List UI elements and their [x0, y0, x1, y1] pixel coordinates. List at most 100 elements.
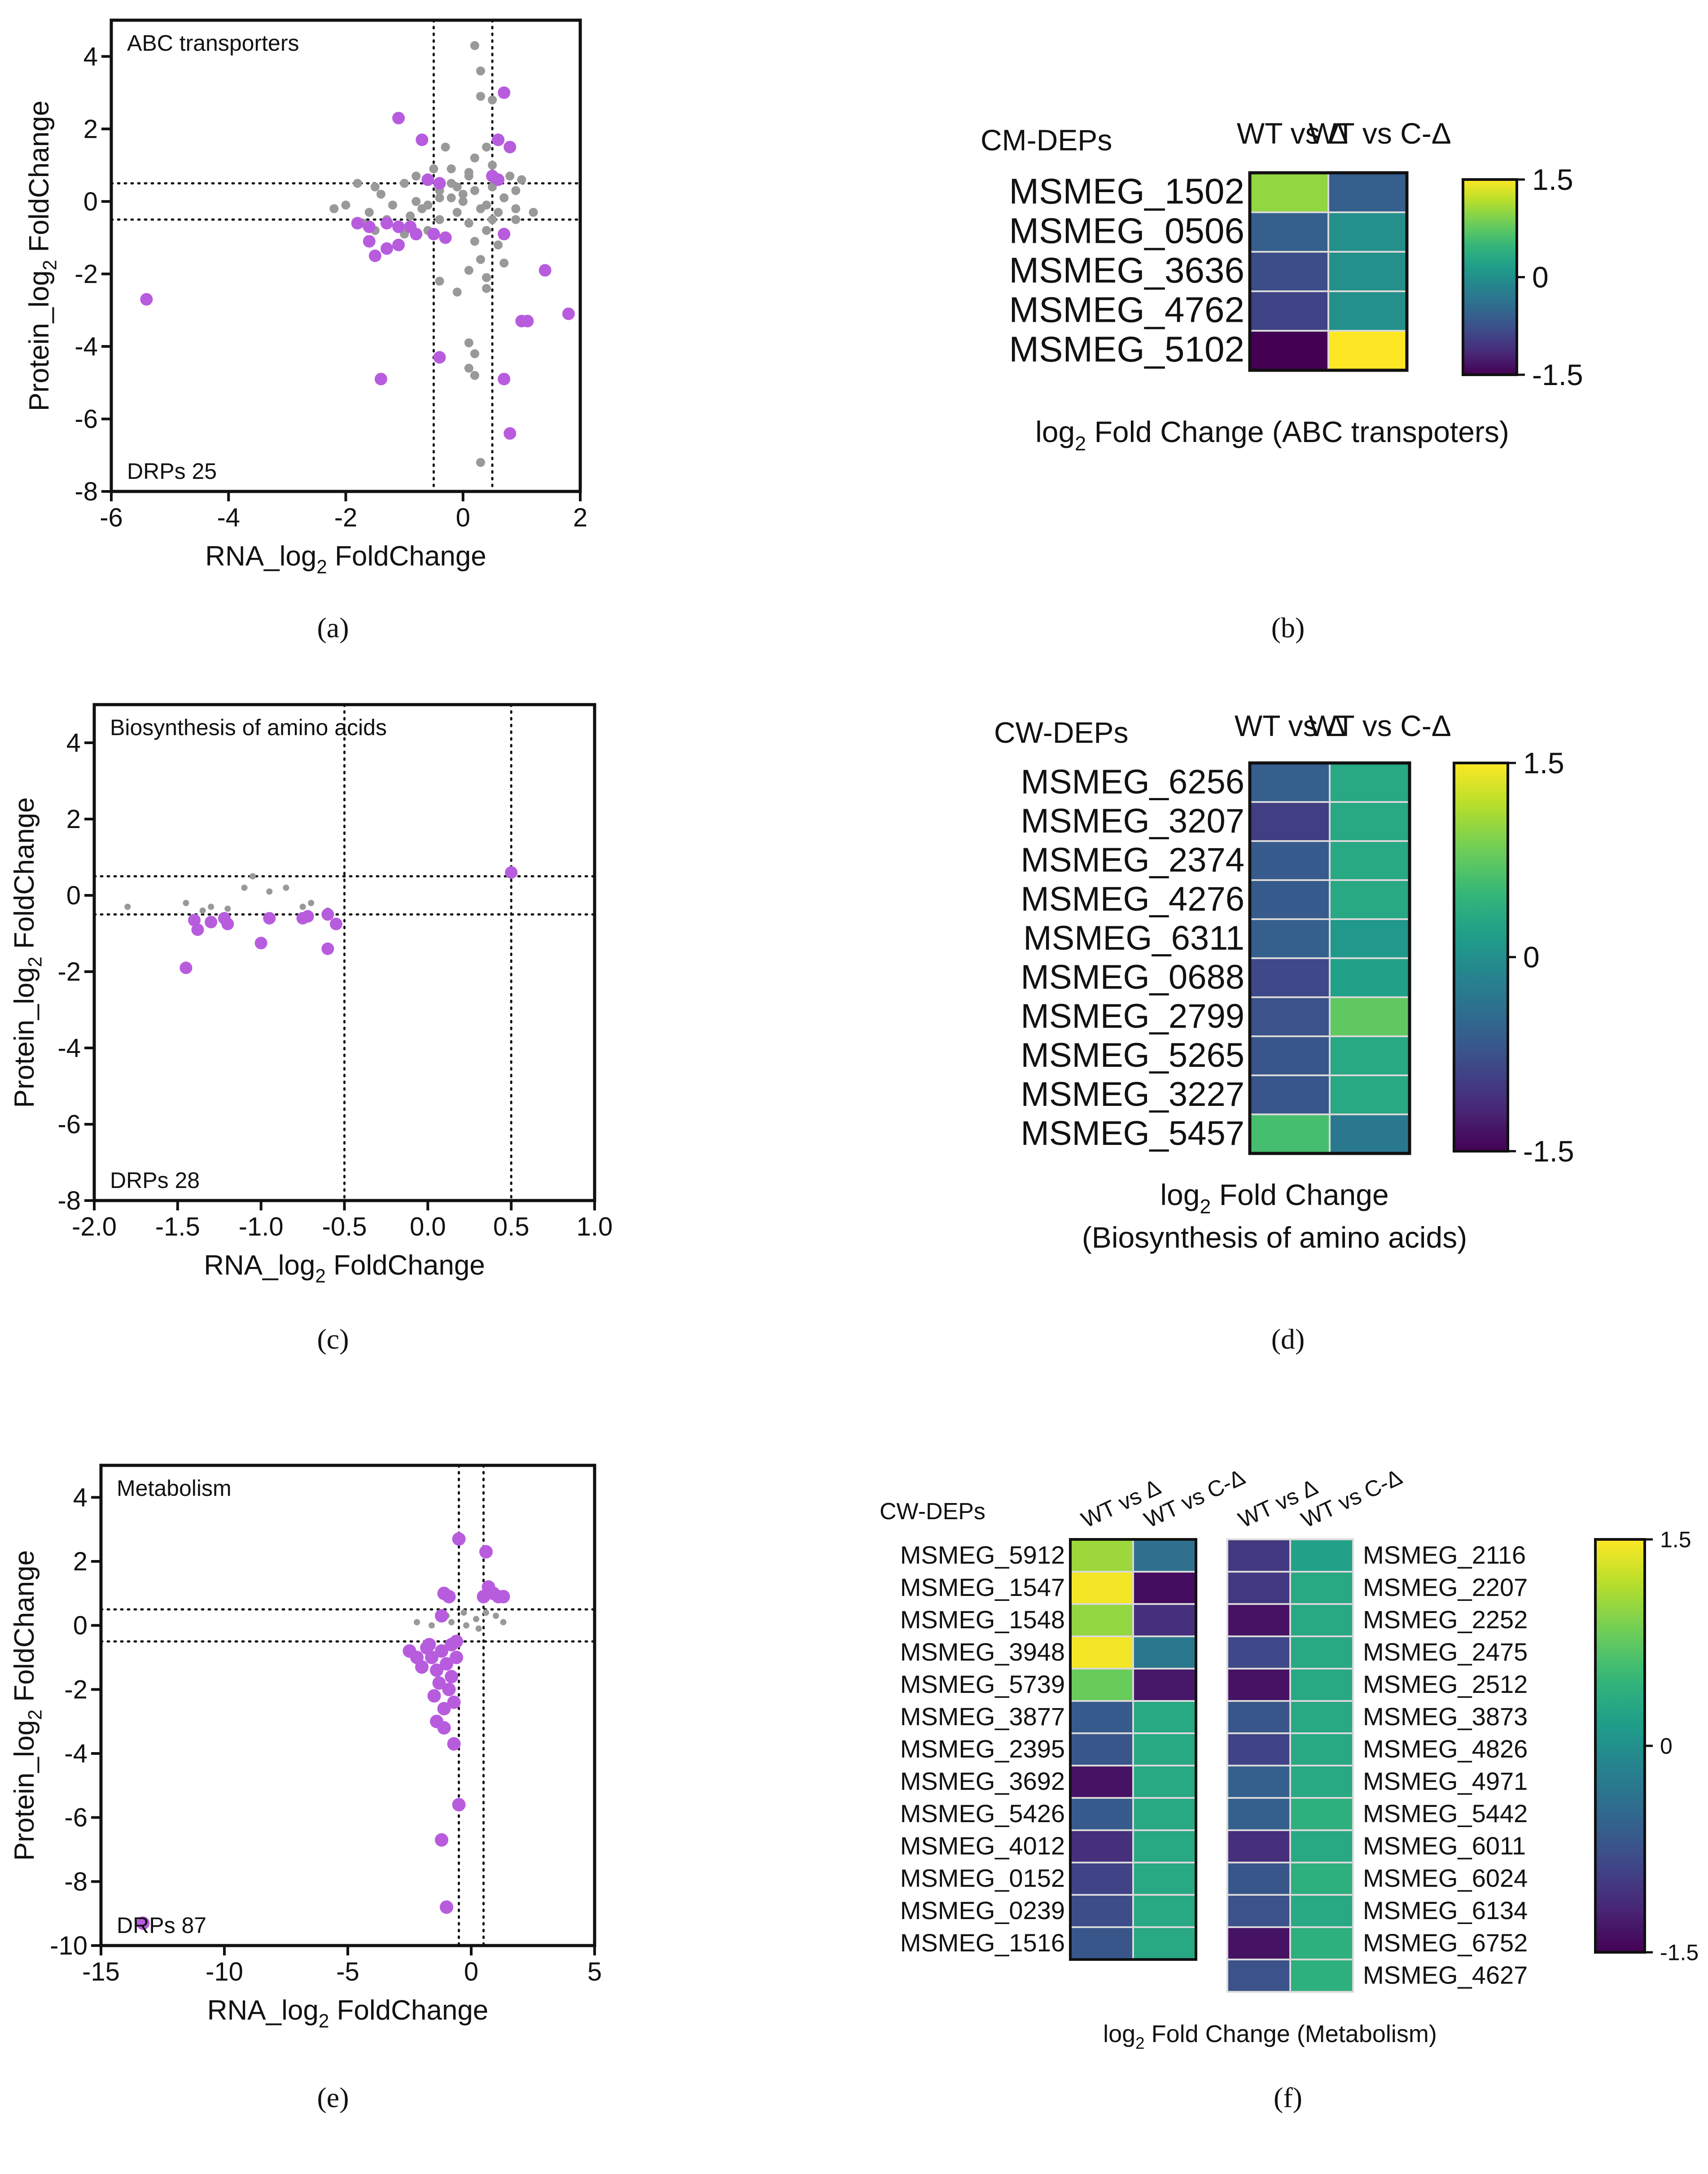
data-point-other — [482, 226, 491, 235]
data-point-drp — [492, 173, 505, 186]
x-tick-label: 0 — [464, 1957, 478, 1986]
data-point-drp — [492, 133, 505, 146]
data-point-drp — [188, 914, 201, 927]
heatmap-column-label: WT vs Δ — [1235, 709, 1346, 742]
heatmap-cell — [1249, 957, 1331, 998]
data-point-other — [500, 1619, 507, 1626]
x-tick-label: 0 — [456, 503, 470, 532]
data-point-drp — [415, 1660, 429, 1674]
data-point-other — [517, 175, 526, 184]
data-point-other — [417, 204, 427, 213]
heatmap-cell — [1249, 801, 1331, 842]
heatmap-cell — [1132, 1829, 1197, 1863]
heatmap-row-label: MSMEG_3692 — [900, 1767, 1065, 1795]
data-point-other — [283, 885, 289, 891]
data-point-other — [447, 179, 456, 188]
y-tick-label: -10 — [50, 1931, 88, 1960]
data-point-other — [414, 1619, 420, 1626]
data-point-drp — [442, 1683, 456, 1696]
heatmap-cell — [1329, 1035, 1410, 1076]
x-tick-label: 0.5 — [493, 1212, 530, 1241]
heatmap-cell — [1132, 1635, 1197, 1670]
y-tick-label: 0 — [66, 881, 81, 910]
data-point-drp — [191, 923, 204, 936]
colorbar-tick-label: 1.5 — [1660, 1527, 1691, 1552]
data-point-drp — [263, 912, 276, 925]
heatmap-row-label: MSMEG_5426 — [900, 1799, 1065, 1828]
x-tick-label: 2 — [573, 503, 587, 532]
panel-label: (a) — [317, 612, 349, 644]
y-axis-label: Protein_log2 FoldChange — [9, 1550, 45, 1861]
x-tick-label: 0.0 — [410, 1212, 446, 1241]
heatmap-cell — [1289, 1765, 1354, 1799]
heatmap-cell — [1226, 1635, 1291, 1670]
data-point-drp — [351, 217, 364, 230]
heatmap-frame — [1248, 761, 1411, 1155]
heatmap-cell — [1132, 1603, 1197, 1637]
heatmap-cell — [1329, 1113, 1410, 1154]
data-point-drp — [505, 866, 518, 879]
heatmap-cell — [1327, 211, 1408, 253]
data-point-drp — [440, 1657, 453, 1671]
x-tick-label: -10 — [206, 1957, 243, 1986]
data-point-other — [370, 182, 380, 192]
plot-category-title: ABC transporters — [127, 31, 299, 56]
data-point-other — [406, 211, 415, 221]
y-tick-label: -8 — [74, 477, 98, 506]
heatmap-frame — [1248, 171, 1409, 372]
data-point-drp — [392, 220, 405, 233]
y-tick-label: -8 — [64, 1867, 88, 1896]
data-point-other — [482, 284, 491, 293]
data-point-drp — [477, 1590, 491, 1604]
data-point-other — [299, 903, 306, 910]
colorbar-tick-label: 1.5 — [1523, 746, 1564, 780]
heatmap-row-label: MSMEG_2207 — [1363, 1573, 1528, 1601]
heatmap-row-label: MSMEG_0688 — [1021, 958, 1244, 996]
heatmap-cell — [1329, 996, 1410, 1037]
data-point-drp — [437, 1702, 451, 1716]
heatmap-cell — [1132, 1894, 1197, 1928]
data-point-other — [505, 171, 515, 181]
scatter-plot-c: -2.0 -1.5 -1.0 -0.5 0.0 0.5 1.0 -8 -6 -4 -2 0 2 4 Bios… — [9, 703, 613, 1355]
heatmap-cell — [1289, 1829, 1354, 1863]
heatmap-row-label: MSMEG_3227 — [1021, 1075, 1244, 1113]
drp-count-label: DRPs 25 — [127, 459, 217, 484]
y-tick-label: -2 — [64, 1675, 88, 1704]
data-point-other — [448, 1619, 455, 1626]
colorbar-tick-label: 0 — [1523, 941, 1540, 974]
heatmap-row-label: MSMEG_4276 — [1021, 880, 1244, 918]
data-point-other — [435, 215, 444, 224]
heatmap-cell — [1226, 1571, 1291, 1605]
data-point-other — [470, 153, 479, 162]
data-point-drp — [329, 917, 342, 930]
data-point-other — [441, 142, 450, 152]
data-point-other — [452, 208, 462, 217]
heatmap-cell — [1249, 211, 1329, 253]
heatmap-row-label: MSMEG_4971 — [1363, 1767, 1528, 1795]
heatmap-cell — [1069, 1829, 1134, 1863]
y-tick-label: 4 — [83, 42, 98, 71]
heatmap-row-label: MSMEG_5739 — [900, 1670, 1065, 1698]
heatmap-row-label: MSMEG_6311 — [1023, 919, 1244, 957]
heatmap-cell — [1249, 330, 1329, 371]
heatmap-cell — [1329, 918, 1410, 959]
data-point-drp — [479, 1545, 493, 1559]
heatmap-cell — [1289, 1668, 1354, 1702]
data-point-other — [476, 255, 485, 264]
heatmap-row-label: MSMEG_0506 — [1009, 211, 1244, 251]
data-point-drp — [539, 264, 552, 277]
data-point-drp — [416, 133, 429, 146]
heatmap-row-label: MSMEG_0239 — [900, 1896, 1065, 1924]
data-point-other — [464, 266, 473, 275]
data-point-other — [447, 193, 456, 202]
data-point-other — [470, 186, 479, 195]
data-point-drp — [452, 1798, 466, 1812]
colorbar-tick-label: -1.5 — [1532, 358, 1583, 391]
heatmap-cell — [1069, 1635, 1134, 1670]
heatmap-frame-left — [1069, 1538, 1197, 1961]
data-point-drp — [439, 231, 452, 244]
heatmap-row-label: MSMEG_4627 — [1363, 1961, 1528, 1989]
data-point-other — [494, 240, 503, 250]
data-point-other — [435, 193, 444, 202]
